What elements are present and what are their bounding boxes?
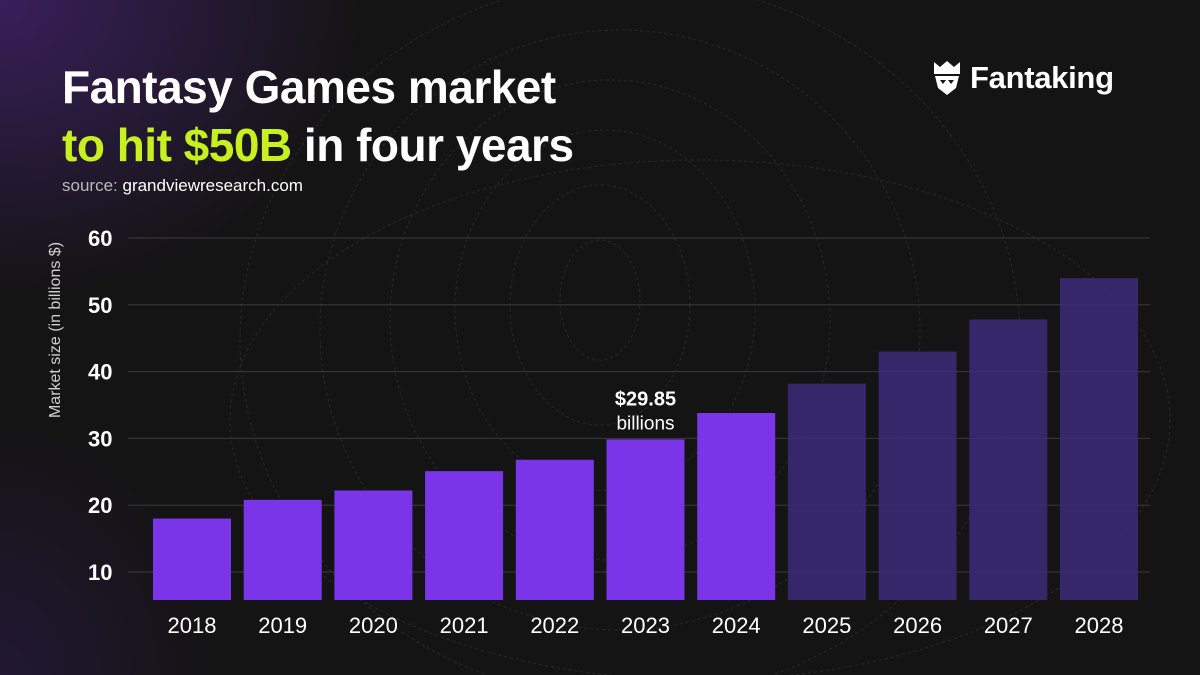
brand-logo: Fantaking <box>932 60 1114 96</box>
x-tick-label: 2026 <box>893 613 942 638</box>
bar-2028 <box>1060 278 1138 600</box>
y-tick-label: 60 <box>88 226 112 251</box>
page-title: Fantasy Games market to hit $50B in four… <box>62 58 574 174</box>
y-tick-label: 10 <box>88 560 112 585</box>
x-tick-label: 2022 <box>530 613 579 638</box>
y-tick-label: 50 <box>88 293 112 318</box>
bar-2024 <box>697 413 776 600</box>
bar-2022 <box>515 459 594 600</box>
y-tick-label: 40 <box>88 360 112 385</box>
source-prefix: source: <box>62 176 123 195</box>
x-tick-label: 2018 <box>168 613 217 638</box>
bar-2020 <box>334 490 413 600</box>
bar-2018 <box>153 518 231 600</box>
title-rest: in four years <box>291 119 574 171</box>
bar-2026 <box>878 351 957 600</box>
source-name: grandviewresearch.com <box>122 176 303 195</box>
bar-2021 <box>425 471 504 600</box>
source-line: source: grandviewresearch.com <box>62 176 303 196</box>
x-tick-label: 2021 <box>440 613 489 638</box>
bar-2023 <box>606 439 685 600</box>
x-tick-label: 2025 <box>802 613 851 638</box>
y-tick-label: 20 <box>88 493 112 518</box>
x-tick-label: 2027 <box>984 613 1033 638</box>
title-line-1: Fantasy Games market <box>62 61 556 113</box>
bar-2025 <box>787 383 866 600</box>
x-tick-label: 2024 <box>712 613 761 638</box>
brand-name: Fantaking <box>970 60 1114 95</box>
annotation-unit: billions <box>616 413 674 434</box>
x-tick-label: 2028 <box>1075 613 1124 638</box>
annotation-value: $29.85 <box>615 388 676 410</box>
bar-2019 <box>243 499 322 600</box>
y-tick-label: 30 <box>88 426 112 451</box>
bar-2027 <box>969 319 1048 600</box>
title-accent: to hit $50B <box>62 119 292 171</box>
x-tick-label: 2020 <box>349 613 398 638</box>
x-tick-label: 2019 <box>258 613 307 638</box>
fantaking-logo-icon <box>934 61 960 95</box>
x-tick-label: 2023 <box>621 613 670 638</box>
y-axis-label: Market size (in billions $) <box>47 242 64 418</box>
